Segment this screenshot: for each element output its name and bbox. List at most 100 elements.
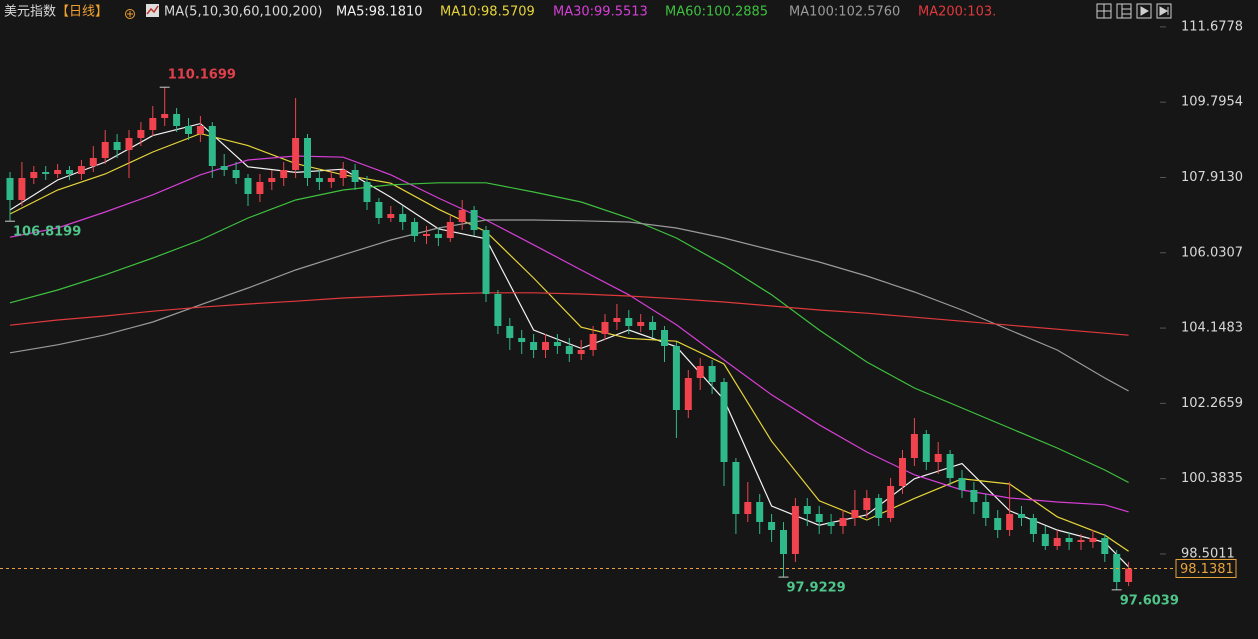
last-price-label: 98.1381 bbox=[1180, 562, 1234, 577]
candle bbox=[601, 314, 609, 340]
extreme-label: 97.6039 bbox=[1120, 593, 1179, 608]
candle bbox=[791, 498, 799, 562]
candle bbox=[756, 494, 764, 534]
candle bbox=[744, 482, 752, 522]
add-icon[interactable] bbox=[125, 9, 135, 19]
candle bbox=[363, 176, 371, 210]
y-tick-label: 98.5011 bbox=[1181, 546, 1235, 561]
candle bbox=[672, 342, 680, 438]
candle-body bbox=[827, 522, 835, 526]
candle-body bbox=[815, 514, 823, 522]
candle bbox=[910, 418, 918, 466]
candle bbox=[863, 490, 871, 518]
candle-body bbox=[922, 434, 930, 462]
candle-body bbox=[66, 170, 73, 174]
candle bbox=[423, 226, 430, 244]
candle-body bbox=[553, 342, 561, 346]
candle-body bbox=[530, 342, 538, 350]
candle bbox=[387, 206, 395, 222]
candle-body bbox=[958, 478, 966, 490]
candle-body bbox=[185, 126, 192, 134]
candle bbox=[42, 166, 50, 180]
candle bbox=[458, 200, 466, 230]
candle-body bbox=[149, 118, 157, 130]
candle-body bbox=[1125, 568, 1133, 582]
candle-body bbox=[54, 170, 62, 174]
toolbar[interactable] bbox=[1096, 3, 1172, 19]
candle bbox=[768, 514, 776, 542]
candle bbox=[77, 160, 85, 180]
candle bbox=[1077, 534, 1085, 550]
candle-body bbox=[910, 434, 918, 458]
candle-body bbox=[268, 178, 276, 182]
candle-body bbox=[173, 114, 181, 126]
candle bbox=[351, 164, 359, 190]
candle bbox=[780, 522, 787, 578]
candle-body bbox=[696, 366, 704, 378]
candle-body bbox=[244, 178, 252, 194]
legend-entry: MA100:102.5760 bbox=[789, 5, 900, 20]
candle bbox=[375, 198, 383, 224]
candle bbox=[399, 206, 407, 230]
extreme-label: 106.8199 bbox=[13, 225, 81, 240]
candle-body bbox=[970, 490, 978, 502]
candle bbox=[54, 164, 62, 178]
candle-body bbox=[982, 502, 990, 518]
candle-body bbox=[411, 222, 419, 236]
candle-body bbox=[684, 378, 692, 410]
candle bbox=[649, 316, 657, 338]
candle-body bbox=[637, 322, 645, 326]
candle bbox=[589, 326, 597, 356]
legend-entry: MA30:99.5513 bbox=[553, 5, 648, 20]
candle-body bbox=[863, 498, 871, 510]
candle-body bbox=[482, 230, 490, 294]
candle-body bbox=[875, 498, 883, 518]
candle bbox=[1125, 562, 1133, 586]
candle-body bbox=[6, 178, 14, 200]
candle-body bbox=[851, 510, 859, 518]
candle-body bbox=[613, 318, 621, 322]
candle-body bbox=[363, 182, 371, 202]
candle-body bbox=[720, 382, 728, 462]
legend-entry: MA200:103. bbox=[918, 5, 996, 20]
candle bbox=[411, 218, 419, 242]
candle bbox=[899, 450, 906, 494]
candle-body bbox=[708, 366, 716, 382]
candle-body bbox=[351, 170, 359, 182]
candle-body bbox=[18, 178, 26, 200]
candle-body bbox=[946, 454, 954, 478]
candle-body bbox=[791, 506, 799, 554]
candle-body bbox=[196, 126, 204, 134]
candle bbox=[732, 458, 740, 534]
candle bbox=[196, 116, 204, 142]
candle bbox=[637, 314, 645, 332]
candle-body bbox=[899, 458, 906, 486]
candle bbox=[292, 98, 300, 178]
candle-body bbox=[649, 322, 657, 330]
candle bbox=[1053, 530, 1061, 550]
candle bbox=[887, 478, 895, 522]
candle-body bbox=[101, 142, 109, 158]
candle bbox=[244, 174, 252, 206]
candle bbox=[530, 334, 538, 358]
candle-body bbox=[399, 214, 407, 222]
period-label[interactable]: 【日线】 bbox=[56, 5, 108, 20]
last-price-tag bbox=[1175, 558, 1237, 578]
candle bbox=[720, 378, 728, 486]
indicator-icon[interactable] bbox=[146, 4, 159, 17]
y-tick-label: 104.1483 bbox=[1181, 321, 1243, 336]
candle bbox=[185, 118, 192, 140]
candle-body bbox=[1053, 538, 1061, 546]
candle-body bbox=[458, 210, 466, 222]
extreme-label: 110.1699 bbox=[168, 68, 236, 83]
candle-body bbox=[434, 234, 442, 238]
candle bbox=[1065, 532, 1073, 550]
candle-body bbox=[625, 318, 633, 326]
candle-body bbox=[1101, 538, 1109, 554]
candle-body bbox=[446, 222, 454, 238]
candle bbox=[280, 162, 288, 186]
candle bbox=[1006, 482, 1014, 536]
candle-body bbox=[280, 170, 288, 178]
candle-body bbox=[780, 530, 787, 554]
